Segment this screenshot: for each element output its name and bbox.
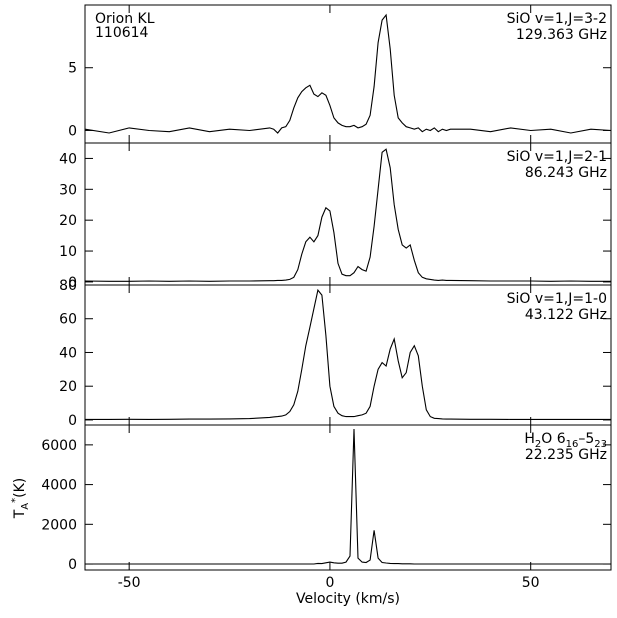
y-tick-label: 60 <box>59 312 77 328</box>
y-tick-label: 2000 <box>41 517 77 533</box>
annotation: 110614 <box>95 25 149 41</box>
y-tick-label: 30 <box>59 182 77 198</box>
y-tick-label: 0 <box>68 275 77 291</box>
x-axis-label: Velocity (km/s) <box>296 591 400 607</box>
label-part: 23 <box>594 439 607 450</box>
y-tick-label: 20 <box>59 213 77 229</box>
y-tick-label: 10 <box>59 244 77 260</box>
y-tick-label: 6000 <box>41 438 77 454</box>
label-part: 16 <box>566 439 579 450</box>
label-part: 2 <box>535 439 541 450</box>
y-tick-label: 4000 <box>41 478 77 494</box>
annotation: Orion KL <box>95 11 155 27</box>
label-part: T <box>12 509 28 519</box>
spectrum-line <box>85 428 611 565</box>
annotation: H2O 616–523 <box>524 431 607 450</box>
x-tick-label: 0 <box>325 575 334 591</box>
label-part: A <box>20 503 31 510</box>
label-part: (K) <box>12 478 28 498</box>
y-tick-label: 0 <box>68 413 77 429</box>
panel-frame <box>84 424 612 571</box>
y-tick-label: 40 <box>59 151 77 167</box>
label-part: –5 <box>578 431 594 447</box>
y-tick-label: 20 <box>59 379 77 395</box>
x-tick-label: -50 <box>118 575 141 591</box>
y-tick-label: 0 <box>68 557 77 573</box>
label-part: * <box>10 498 21 503</box>
y-axis-label: TA*(K) <box>10 478 31 520</box>
annotation: 43.122 GHz <box>525 307 607 323</box>
label-part: O 6 <box>541 431 565 447</box>
annotation: 86.243 GHz <box>525 165 607 181</box>
y-tick-label: 80 <box>59 278 77 294</box>
y-tick-label: 40 <box>59 345 77 361</box>
label-part: H <box>524 431 535 447</box>
y-tick-label: 0 <box>68 123 77 139</box>
annotation: 129.363 GHz <box>516 27 607 43</box>
x-tick-label: 50 <box>522 575 540 591</box>
annotation: SiO v=1,J=1-0 <box>507 291 607 307</box>
spectrum-line <box>84 148 611 282</box>
annotation: SiO v=1,J=3-2 <box>507 11 607 27</box>
y-tick-label: 5 <box>68 61 77 77</box>
spectrum-line <box>84 13 612 134</box>
annotation: 22.235 GHz <box>525 447 607 463</box>
spectrum-line <box>85 288 611 420</box>
annotation: SiO v=1,J=2-1 <box>507 149 607 165</box>
